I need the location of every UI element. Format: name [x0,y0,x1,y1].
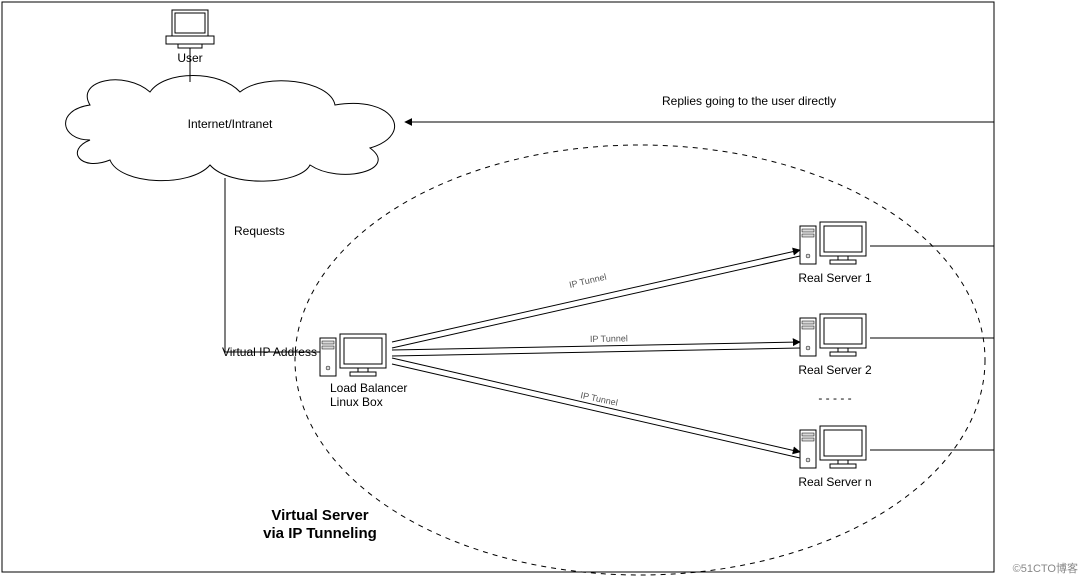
edge-lb-rsn [392,358,800,458]
user-computer-icon [166,10,214,48]
ellipsis-label: - - - - - [818,391,851,405]
real-server-n-icon [800,426,866,468]
watermark: ©51CTO博客 [1013,561,1078,575]
replies-label: Replies going to the user directly [662,94,836,108]
tunnel-label-1: IP Tunnel [568,272,607,290]
tunnel-label-2: IP Tunnel [590,333,628,344]
lb-label-2: Linux Box [330,395,383,409]
title-line-1: Virtual Server [271,507,368,524]
edge-lb-rs2 [392,342,800,356]
real-server-1-icon [800,222,866,264]
rs1-label: Real Server 1 [798,271,872,285]
rs2-label: Real Server 2 [798,363,872,377]
edge-replies [405,122,994,450]
load-balancer-icon [320,334,386,376]
requests-label: Requests [234,224,285,238]
rsn-label: Real Server n [798,475,871,489]
title-line-2: via IP Tunneling [263,525,377,542]
real-server-2-icon [800,314,866,356]
tunnel-label-3: IP Tunnel [580,390,619,408]
lb-label-1: Load Balancer [330,381,407,395]
cloud-label: Internet/Intranet [188,117,273,131]
